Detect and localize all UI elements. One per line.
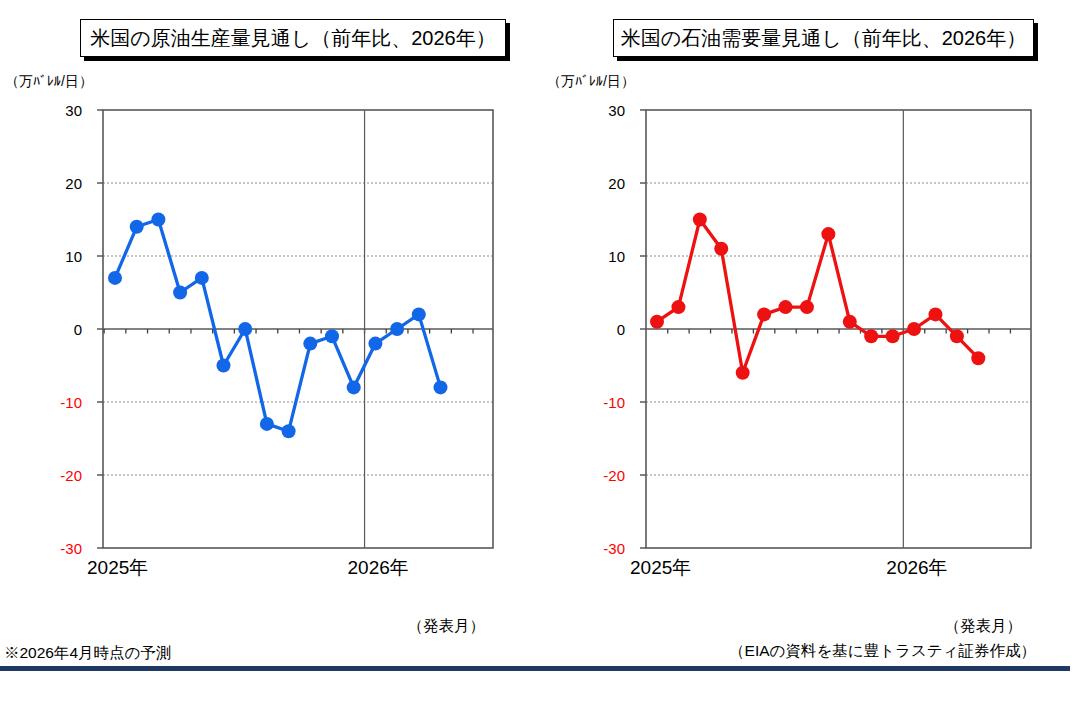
- data-point: [130, 220, 144, 234]
- data-point: [950, 329, 964, 343]
- data-point: [757, 307, 771, 321]
- data-point: [821, 227, 835, 241]
- y-axis-unit-label: （万ﾊﾞﾚﾙ/日）: [547, 73, 635, 91]
- data-point: [238, 322, 252, 336]
- chart-title: 米国の石油需要量見通し（前年比、2026年）: [621, 25, 1026, 52]
- data-point: [693, 213, 707, 227]
- y-tick-label: 30: [608, 102, 625, 119]
- data-point: [368, 337, 382, 351]
- data-point: [671, 300, 685, 314]
- chart-title: 米国の原油生産量見通し（前年比、2026年）: [90, 25, 495, 52]
- data-point: [714, 242, 728, 256]
- data-point: [779, 300, 793, 314]
- data-point: [650, 315, 664, 329]
- x-axis-label: （発表月）: [945, 616, 1023, 637]
- chart-title-box: 米国の原油生産量見通し（前年比、2026年）: [80, 19, 506, 57]
- chart-title-box: 米国の石油需要量見通し（前年比、2026年）: [613, 19, 1034, 57]
- x-tick-label-2025: 2025年: [630, 557, 691, 578]
- report-page: 米国の原油生産量見通し（前年比、2026年） （万ﾊﾞﾚﾙ/日） 30 20 10 0…: [0, 0, 1074, 707]
- oil-demand-line-chart: 30 20 10 0 -10 -20 -30 2025年 2026年: [537, 90, 1074, 595]
- source-credit: （EIAの資料を基に豊トラスティ証券作成）: [729, 641, 1036, 662]
- data-point: [260, 417, 274, 431]
- data-point: [173, 286, 187, 300]
- y-tick-label: 20: [65, 175, 82, 192]
- data-point: [303, 337, 317, 351]
- data-point: [907, 322, 921, 336]
- data-point: [151, 213, 165, 227]
- x-tick-label-2025: 2025年: [87, 557, 148, 578]
- chart-panel-oil-demand: 米国の石油需要量見通し（前年比、2026年） （万ﾊﾞﾚﾙ/日） 30 20 10 0…: [537, 0, 1074, 640]
- data-point: [434, 380, 448, 394]
- data-point: [843, 315, 857, 329]
- data-point: [800, 300, 814, 314]
- chart-panel-crude-production: 米国の原油生産量見通し（前年比、2026年） （万ﾊﾞﾚﾙ/日） 30 20 10 0…: [0, 0, 537, 640]
- data-point: [390, 322, 404, 336]
- data-point: [195, 271, 209, 285]
- y-tick-label: -30: [603, 540, 625, 557]
- data-point: [217, 359, 231, 373]
- y-tick-label: 30: [65, 102, 82, 119]
- y-tick-label: 10: [608, 248, 625, 265]
- data-point: [347, 380, 361, 394]
- y-tick-label: 0: [74, 321, 82, 338]
- data-point: [886, 329, 900, 343]
- y-tick-label: -10: [60, 394, 82, 411]
- y-axis-unit-label: （万ﾊﾞﾚﾙ/日）: [5, 73, 93, 91]
- x-tick-label-2026: 2026年: [348, 557, 409, 578]
- y-tick-label: -20: [60, 467, 82, 484]
- data-point: [282, 424, 296, 438]
- data-point: [971, 351, 985, 365]
- data-point: [412, 307, 426, 321]
- data-point: [108, 271, 122, 285]
- data-point: [325, 329, 339, 343]
- y-tick-label: -30: [60, 540, 82, 557]
- data-point: [928, 307, 942, 321]
- y-tick-label: -10: [603, 394, 625, 411]
- forecast-footnote: ※2026年4月時点の予測: [4, 643, 171, 664]
- y-tick-label: 0: [617, 321, 625, 338]
- y-tick-label: 20: [608, 175, 625, 192]
- data-point: [864, 329, 878, 343]
- x-axis-label: （発表月）: [408, 616, 486, 637]
- crude-production-line-chart: 30 20 10 0 -10 -20 -30 2025年 2026年: [0, 90, 537, 595]
- y-tick-label: -20: [603, 467, 625, 484]
- x-tick-label-2026: 2026年: [886, 557, 947, 578]
- y-tick-label: 10: [65, 248, 82, 265]
- data-point: [736, 366, 750, 380]
- bottom-rule: [0, 666, 1070, 671]
- data-line: [657, 220, 978, 373]
